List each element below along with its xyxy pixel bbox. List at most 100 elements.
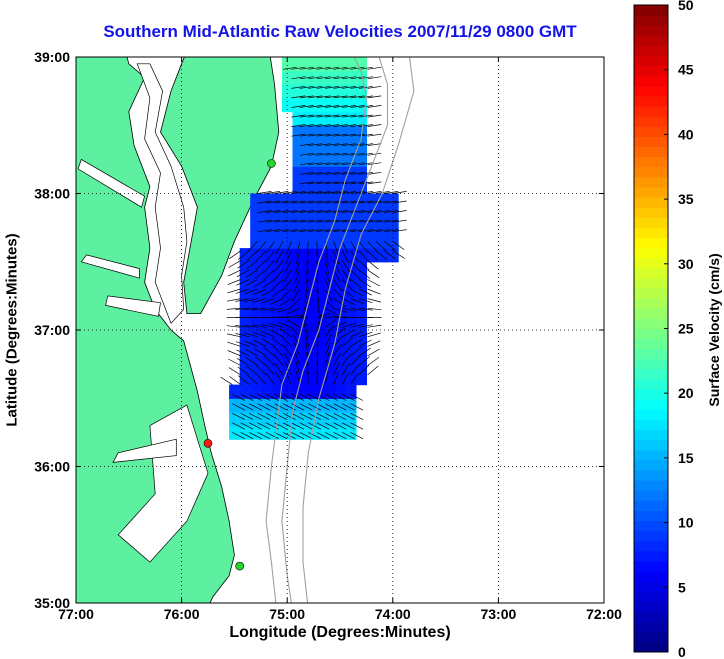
velocity-cell xyxy=(345,384,357,399)
velocity-cell xyxy=(345,411,357,427)
velocity-arrow xyxy=(257,229,272,233)
velocity-arrow xyxy=(324,342,331,357)
velocity-arrow xyxy=(272,279,284,290)
colorbar-swatch xyxy=(634,520,668,532)
velocity-arrow xyxy=(253,339,267,347)
colorbar-swatch xyxy=(634,156,668,168)
velocity-arrow xyxy=(291,85,306,89)
velocity-cell xyxy=(260,275,272,290)
velocity-arrow xyxy=(358,200,373,204)
velocity-arrow xyxy=(245,357,258,366)
velocity-arrow xyxy=(350,219,365,223)
colorbar-swatch xyxy=(634,490,668,501)
velocity-arrow xyxy=(229,376,241,385)
velocity-arrow xyxy=(232,422,245,430)
velocity-arrow xyxy=(270,298,284,305)
colorbar-swatch xyxy=(634,510,668,522)
bathymetry-contour xyxy=(302,57,415,603)
colorbar-swatch xyxy=(634,308,668,319)
velocity-cell xyxy=(355,234,367,249)
colorbar-swatch xyxy=(634,197,668,208)
velocity-cell xyxy=(313,384,325,399)
velocity-arrow xyxy=(375,210,390,213)
velocity-arrow xyxy=(247,374,258,385)
velocity-arrow xyxy=(341,422,355,430)
colorbar-label: Surface Velocity (cm/s) xyxy=(706,253,722,407)
velocity-arrow xyxy=(333,307,348,313)
velocity-cell xyxy=(260,330,272,345)
velocity-arrow xyxy=(308,124,323,127)
velocity-arrow xyxy=(284,260,292,273)
velocity-arrow xyxy=(228,367,241,376)
velocity-arrow xyxy=(350,85,365,89)
velocity-arrow xyxy=(367,181,382,185)
velocity-arrow xyxy=(308,95,323,99)
velocity-cell xyxy=(313,370,325,386)
y-tick-label: 37:00 xyxy=(34,322,70,338)
velocity-arrow xyxy=(367,298,382,303)
velocity-cell xyxy=(324,302,336,317)
velocity-cell xyxy=(271,234,283,249)
colorbar-swatch xyxy=(634,247,668,259)
velocity-arrow xyxy=(367,219,382,223)
velocity-arrow xyxy=(232,393,245,401)
velocity-arrow xyxy=(308,412,321,420)
colorbar-swatch xyxy=(634,348,668,360)
colorbar-swatch xyxy=(634,85,668,97)
velocity-arrow xyxy=(350,260,360,272)
colorbar-swatch xyxy=(634,106,668,117)
velocity-arrow xyxy=(237,250,250,260)
velocity-arrow xyxy=(235,298,250,302)
velocity-arrow xyxy=(325,124,340,127)
velocity-cell xyxy=(355,289,367,304)
velocity-arrow xyxy=(264,260,275,272)
velocity-cell xyxy=(250,220,262,236)
velocity-cell xyxy=(334,398,346,413)
velocity-arrow xyxy=(392,200,407,204)
velocity-cell xyxy=(345,111,357,126)
velocity-arrow xyxy=(299,219,314,223)
velocity-arrow xyxy=(282,200,297,204)
water-0 xyxy=(136,63,188,324)
velocity-arrow xyxy=(305,342,309,356)
velocity-cell xyxy=(355,70,367,85)
velocity-arrow xyxy=(277,316,292,319)
velocity-arrow xyxy=(257,393,271,401)
velocity-arrow xyxy=(229,250,241,260)
velocity-arrow xyxy=(232,403,245,411)
velocity-cell xyxy=(292,125,304,140)
velocity-arrow xyxy=(333,133,348,137)
velocity-arrow xyxy=(266,200,280,204)
velocity-arrow xyxy=(367,133,382,137)
velocity-arrow xyxy=(295,361,301,376)
velocity-cell xyxy=(313,193,325,208)
velocity-arrow xyxy=(257,210,272,213)
velocity-cell xyxy=(281,248,294,263)
velocity-arrow xyxy=(294,352,301,366)
velocity-arrow xyxy=(235,288,250,294)
velocity-arrow xyxy=(350,288,363,297)
velocity-arrow xyxy=(308,143,323,147)
velocity-cell xyxy=(281,261,294,276)
velocity-cell xyxy=(313,179,325,195)
y-tick-label: 38:00 xyxy=(34,186,70,202)
velocity-cell xyxy=(355,357,367,372)
velocity-arrow xyxy=(227,350,241,357)
velocity-arrow xyxy=(228,358,241,366)
velocity-cells xyxy=(229,57,399,440)
velocity-cell xyxy=(281,357,294,372)
colorbar-swatch xyxy=(634,480,668,491)
velocity-cell xyxy=(260,316,272,331)
velocity-arrow xyxy=(324,325,334,338)
velocity-cell xyxy=(271,289,283,304)
velocity-cell xyxy=(324,357,336,372)
velocity-arrow xyxy=(235,341,250,347)
colorbar-tick-label: 45 xyxy=(678,62,694,78)
map-layer xyxy=(76,57,415,603)
velocity-arrow xyxy=(333,298,346,307)
velocity-arrow xyxy=(325,181,340,185)
velocity-cell xyxy=(303,316,315,331)
velocity-arrow xyxy=(306,241,309,256)
velocity-arrow xyxy=(341,260,351,273)
velocity-arrow xyxy=(358,269,371,279)
